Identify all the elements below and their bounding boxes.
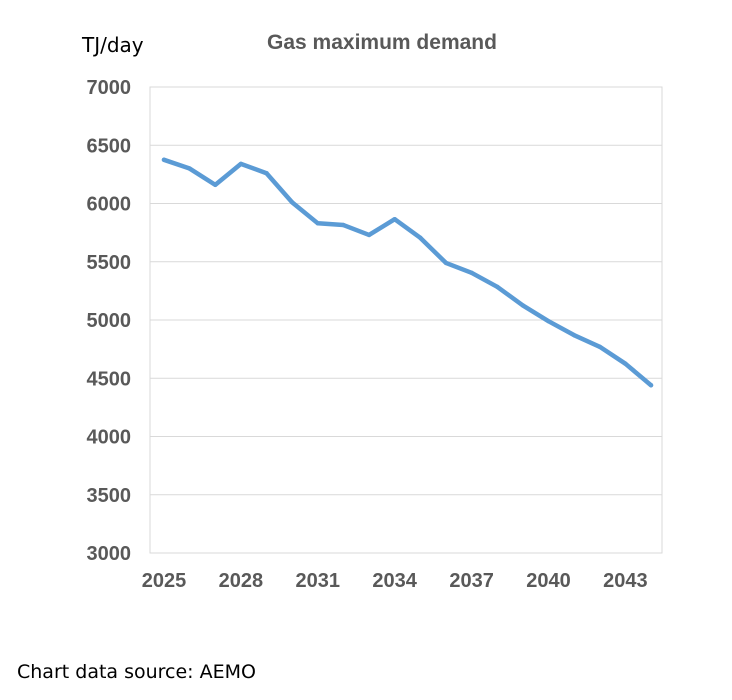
data-point bbox=[648, 383, 654, 388]
x-tick-label: 2040 bbox=[526, 570, 571, 592]
data-point bbox=[187, 166, 192, 171]
y-tick-label: 4000 bbox=[87, 427, 132, 449]
x-tick-label: 2034 bbox=[372, 570, 417, 592]
y-tick-label: 6000 bbox=[87, 194, 132, 216]
series-layer bbox=[161, 157, 654, 388]
data-source-note: Chart data source: AEMO bbox=[17, 661, 256, 683]
data-point bbox=[366, 232, 372, 238]
data-point bbox=[597, 344, 602, 349]
x-tick-label: 2028 bbox=[219, 570, 264, 592]
y-tick-label: 5500 bbox=[87, 252, 132, 274]
x-tick-label: 2043 bbox=[603, 570, 648, 592]
y-tick-label: 3000 bbox=[87, 543, 132, 565]
gridlines bbox=[150, 144, 662, 496]
data-point bbox=[418, 235, 423, 241]
data-point bbox=[623, 361, 628, 366]
data-point bbox=[520, 303, 526, 308]
data-point bbox=[315, 221, 320, 226]
data-point bbox=[469, 270, 474, 276]
data-point bbox=[238, 161, 244, 167]
x-tick-label: 2037 bbox=[449, 570, 494, 592]
data-point bbox=[341, 222, 346, 228]
data-point bbox=[213, 182, 218, 188]
data-point bbox=[443, 260, 449, 266]
y-tick-label: 7000 bbox=[87, 77, 132, 99]
y-tick-label: 3500 bbox=[87, 485, 132, 507]
data-point bbox=[392, 217, 397, 222]
data-point bbox=[289, 200, 295, 205]
x-tick-label: 2031 bbox=[296, 570, 341, 592]
data-point bbox=[571, 332, 577, 338]
data-point bbox=[495, 284, 500, 289]
y-tick-label: 6500 bbox=[87, 135, 132, 157]
series-line bbox=[161, 157, 654, 388]
y-tick-label: 4500 bbox=[87, 368, 132, 390]
y-unit-label: TJ/day bbox=[81, 33, 144, 57]
data-point bbox=[161, 157, 167, 163]
x-axis-tick-labels: 2025 2028 2031 2034 2037 2040 2043 bbox=[142, 570, 648, 592]
y-tick-label: 5000 bbox=[87, 310, 132, 332]
x-tick-label: 2025 bbox=[142, 570, 187, 592]
y-axis-tick-labels: 3000 3500 4000 4500 5000 5500 6000 6500 7000 bbox=[87, 77, 132, 565]
data-point bbox=[264, 171, 269, 176]
chart-title: Gas maximum demand bbox=[267, 31, 497, 54]
data-point bbox=[546, 318, 551, 324]
